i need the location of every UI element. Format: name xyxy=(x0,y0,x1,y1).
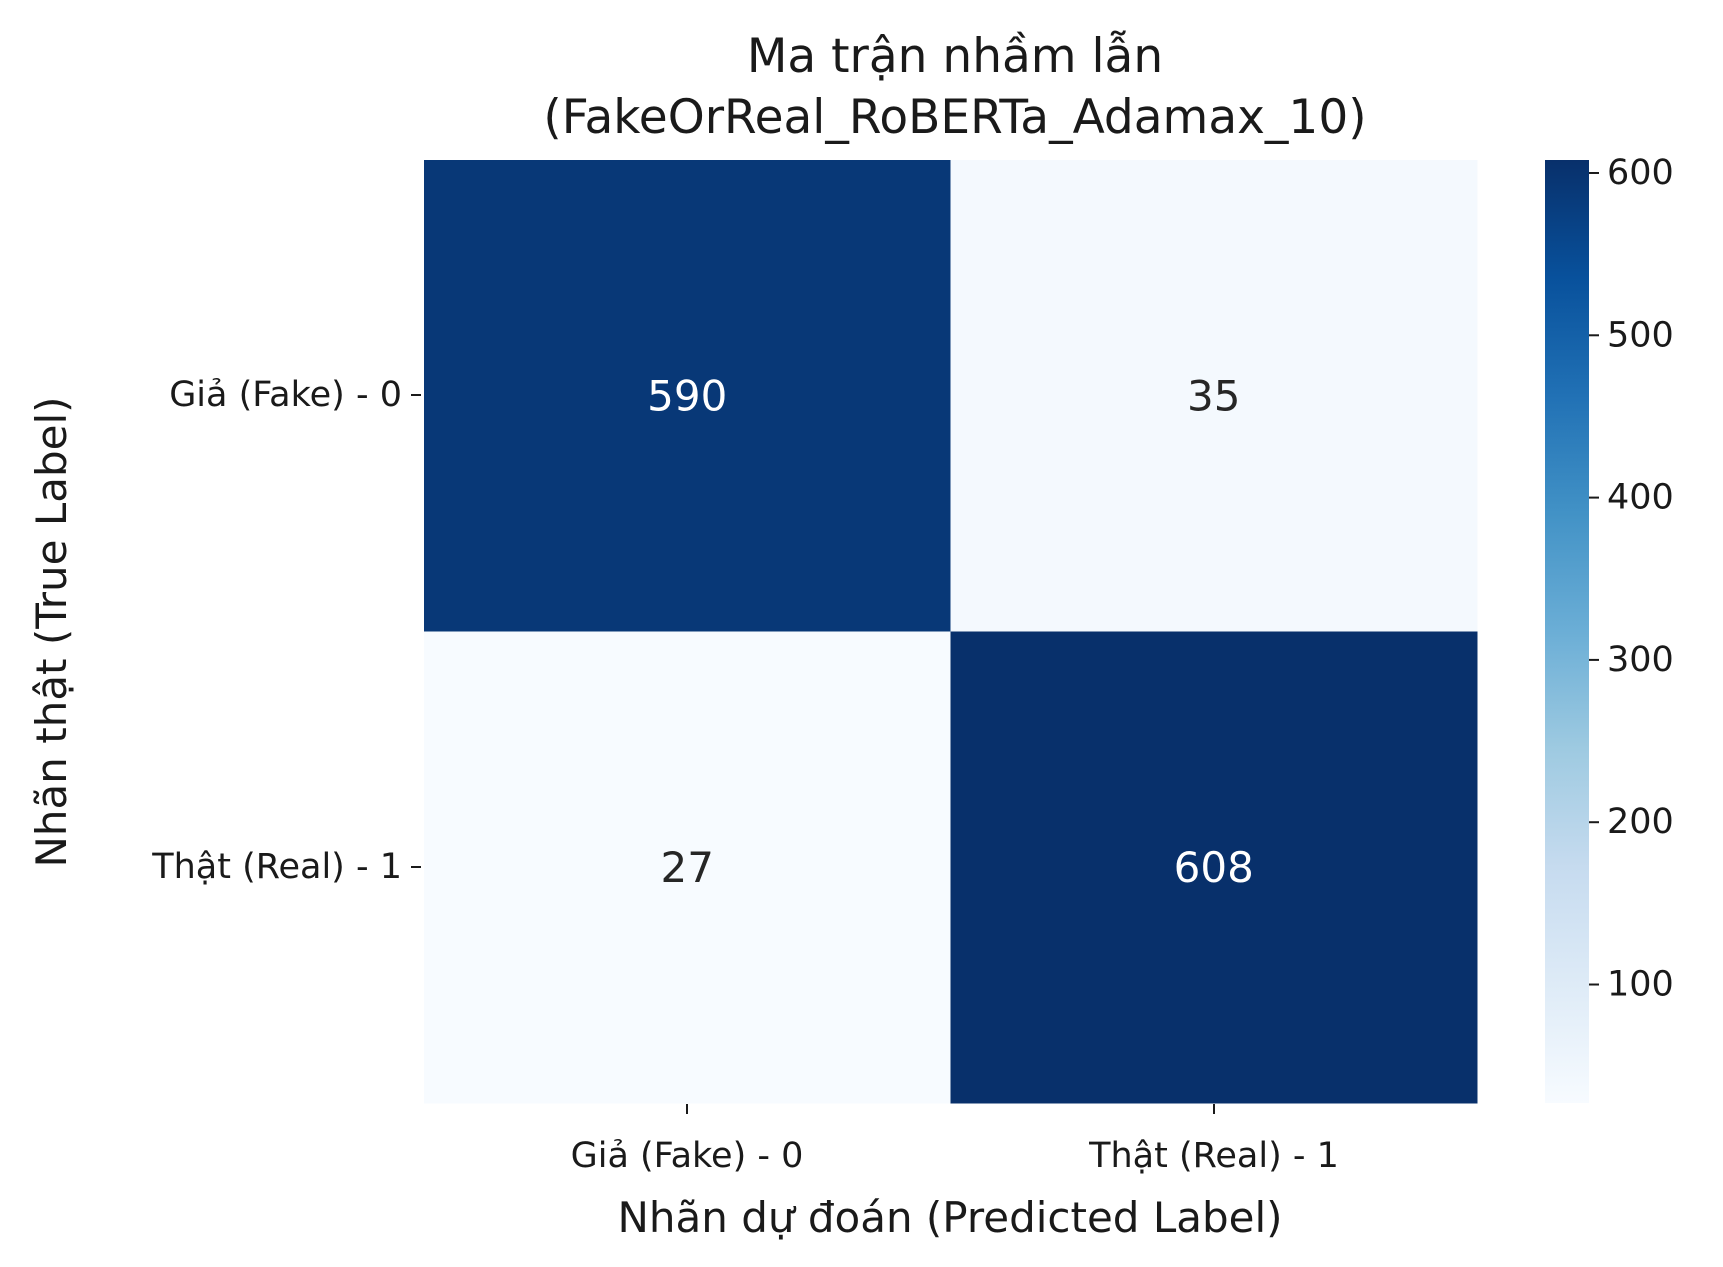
y-axis-label: Nhãn thật (True Label) xyxy=(27,396,76,867)
chart-title-line-1: Ma trận nhầm lẫn xyxy=(747,29,1163,84)
heatmap-cell-r1-c1 xyxy=(950,631,1478,1104)
colorbar-tick-label-1: 200 xyxy=(1607,802,1674,842)
heatmap-cell-labels: 590 35 27 608 xyxy=(647,371,1254,892)
x-tick-label-1: Thật (Real) - 1 xyxy=(1088,1136,1339,1176)
y-tick-label-1: Thật (Real) - 1 xyxy=(151,847,402,887)
heatmap-cell-r1-c0 xyxy=(424,631,951,1104)
colorbar-tick-label-3: 400 xyxy=(1607,478,1674,518)
colorbar xyxy=(1545,160,1589,1103)
chart-title-line-2: (FakeOrReal_RoBERTa_Adamax_10) xyxy=(543,90,1366,145)
y-tick-label-0: Giả (Fake) - 0 xyxy=(169,375,402,415)
heatmap-value-r0-c1: 35 xyxy=(1187,371,1240,420)
colorbar-ticks: 100 200 300 400 500 600 xyxy=(1589,153,1674,1005)
heatmap-value-r0-c0: 590 xyxy=(647,371,727,420)
heatmap-value-r1-c0: 27 xyxy=(661,843,714,892)
colorbar-tick-label-0: 100 xyxy=(1607,965,1674,1005)
colorbar-tick-label-2: 300 xyxy=(1607,640,1674,680)
heatmap-value-r1-c1: 608 xyxy=(1174,843,1254,892)
y-axis-ticks: Giả (Fake) - 0 Thật (Real) - 1 xyxy=(151,375,421,887)
colorbar-tick-label-5: 600 xyxy=(1607,153,1674,193)
x-tick-label-0: Giả (Fake) - 0 xyxy=(571,1136,804,1176)
heatmap-cell-r0-c0 xyxy=(424,160,951,632)
x-axis-ticks: Giả (Fake) - 0 Thật (Real) - 1 xyxy=(571,1104,1339,1176)
x-axis-label: Nhãn dự đoán (Predicted Label) xyxy=(617,1193,1282,1242)
heatmap-cells xyxy=(424,160,1478,1104)
colorbar-tick-label-4: 500 xyxy=(1607,315,1674,355)
heatmap-cell-r0-c1 xyxy=(950,160,1478,632)
